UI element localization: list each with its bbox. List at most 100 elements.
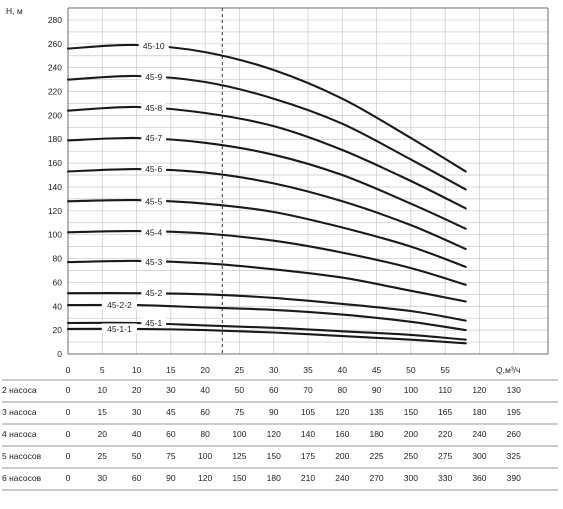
pump-row-value: 200 xyxy=(335,451,349,461)
pump-row-value: 0 xyxy=(66,473,71,483)
pump-row-value: 15 xyxy=(98,407,108,417)
pump-row-value: 70 xyxy=(303,385,313,395)
pump-row-value: 60 xyxy=(200,407,210,417)
curve-label-45-6: 45-6 xyxy=(145,164,162,174)
y-tick-label: 20 xyxy=(53,325,63,335)
pump-row-value: 220 xyxy=(438,429,452,439)
curve-label-bg xyxy=(141,132,167,143)
pump-row-value: 390 xyxy=(507,473,521,483)
curve-label-45-9: 45-9 xyxy=(145,72,162,82)
plot-frame xyxy=(67,7,549,355)
curve-label-bg xyxy=(141,256,167,267)
curve-label-bg xyxy=(141,163,167,174)
pump-row-value: 165 xyxy=(438,407,452,417)
pump-row-value: 325 xyxy=(507,451,521,461)
y-tick-label: 40 xyxy=(53,301,63,311)
curve-label-bg xyxy=(101,299,138,310)
pump-row-value: 300 xyxy=(404,473,418,483)
pump-row-value: 135 xyxy=(369,407,383,417)
curve-label-45-8: 45-8 xyxy=(145,103,162,113)
pump-row-value: 100 xyxy=(198,451,212,461)
pump-row-value: 140 xyxy=(301,429,315,439)
curve-45-5 xyxy=(66,198,467,268)
pump-row-value: 110 xyxy=(438,385,452,395)
pump-row-label: 6 насосов xyxy=(2,473,42,483)
pump-row-value: 60 xyxy=(166,429,176,439)
curve-45-4 xyxy=(66,230,467,286)
curve-label-45-2: 45-2 xyxy=(145,288,162,298)
x-tick-label: 5 xyxy=(100,365,105,375)
curve-layer xyxy=(66,43,467,345)
pump-row-value: 30 xyxy=(166,385,176,395)
curve-label-45-7: 45-7 xyxy=(145,133,162,143)
pump-row-value: 125 xyxy=(232,451,246,461)
pump-row-value: 120 xyxy=(198,473,212,483)
x-tick-label: 40 xyxy=(338,365,348,375)
x-tick-label: 15 xyxy=(166,365,176,375)
y-tick-label: 180 xyxy=(48,134,62,144)
curve-45-7 xyxy=(66,136,467,230)
pump-row-value: 10 xyxy=(98,385,108,395)
curve-label-bg xyxy=(138,40,169,51)
pump-row-value: 150 xyxy=(267,451,281,461)
curve-45-8 xyxy=(66,105,467,210)
pump-row-value: 130 xyxy=(507,385,521,395)
pump-row-value: 100 xyxy=(404,385,418,395)
pump-row-value: 25 xyxy=(98,451,108,461)
pump-row-value: 180 xyxy=(369,429,383,439)
pump-row-label: 4 насоса xyxy=(2,429,37,439)
curve-label-bg xyxy=(141,226,167,237)
pump-row-value: 0 xyxy=(66,407,71,417)
curve-45-2 xyxy=(66,292,467,322)
pump-row-value: 260 xyxy=(507,429,521,439)
pump-row-value: 20 xyxy=(98,429,108,439)
pump-row-value: 50 xyxy=(132,451,142,461)
curve-45-10 xyxy=(66,43,467,173)
x-tick-label: 35 xyxy=(303,365,313,375)
pump-row-value: 60 xyxy=(269,385,279,395)
label-layer: 45-1-1 45-1 45-2-2 45-2 45-3 45-4 45-5 45-6 45-7… xyxy=(101,40,169,334)
pump-row-value: 120 xyxy=(267,429,281,439)
curve-label-45-3: 45-3 xyxy=(145,257,162,267)
curve-label-bg xyxy=(141,71,167,82)
pump-row-value: 75 xyxy=(235,407,245,417)
pump-row-value: 180 xyxy=(267,473,281,483)
x-tick-label: 30 xyxy=(269,365,279,375)
curve-label-45-10: 45-10 xyxy=(143,41,165,51)
pump-row-value: 90 xyxy=(166,473,176,483)
curve-label-bg xyxy=(141,287,167,298)
pump-row-value: 0 xyxy=(66,429,71,439)
y-tick-label: 60 xyxy=(53,277,63,287)
curve-45-3 xyxy=(66,259,467,303)
pump-row-value: 60 xyxy=(132,473,142,483)
pump-row-value: 330 xyxy=(438,473,452,483)
pump-row-value: 30 xyxy=(132,407,142,417)
pump-row-value: 0 xyxy=(66,385,71,395)
y-tick-label: 140 xyxy=(48,182,62,192)
pump-row-value: 210 xyxy=(301,473,315,483)
pump-row-value: 50 xyxy=(235,385,245,395)
pump-row-value: 150 xyxy=(404,407,418,417)
pump-row-label: 3 насоса xyxy=(2,407,37,417)
pump-row-value: 195 xyxy=(507,407,521,417)
pump-row-value: 90 xyxy=(372,385,382,395)
x-tick-label: 20 xyxy=(200,365,210,375)
pump-row-value: 20 xyxy=(132,385,142,395)
pump-row-value: 40 xyxy=(132,429,142,439)
x-tick-label: 25 xyxy=(235,365,245,375)
pump-row-value: 360 xyxy=(472,473,486,483)
x-tick-label: 50 xyxy=(406,365,416,375)
curve-45-1 xyxy=(66,321,467,341)
curve-label-bg xyxy=(141,102,167,113)
pump-row-value: 200 xyxy=(404,429,418,439)
y-tick-label: 80 xyxy=(53,254,63,264)
y-tick-label: 100 xyxy=(48,230,62,240)
y-tick-label: 120 xyxy=(48,206,62,216)
pump-row-value: 160 xyxy=(335,429,349,439)
grid-layer: 0 20 40 60 80 100 120 140 160 180 200 220 240 260 280 0… xyxy=(48,7,549,375)
pump-row-value: 120 xyxy=(335,407,349,417)
pump-row-value: 240 xyxy=(335,473,349,483)
curve-45-9 xyxy=(66,74,467,191)
curve-label-bg xyxy=(141,195,167,206)
